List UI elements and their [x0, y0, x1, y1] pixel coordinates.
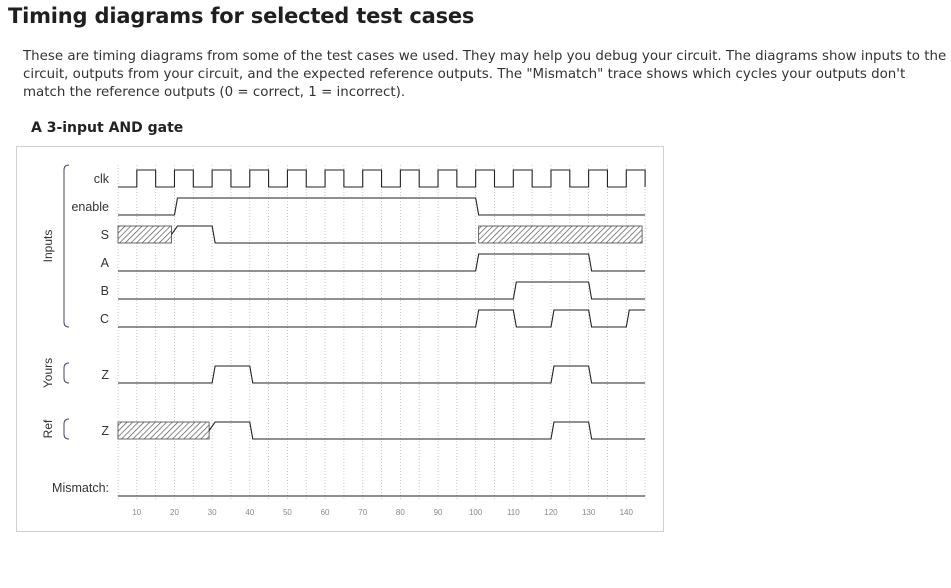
diagram-subtitle: A 3-input AND gate — [31, 120, 184, 136]
digital-trace — [118, 365, 646, 384]
time-tick-label: 50 — [283, 508, 292, 517]
time-tick-label: 20 — [170, 508, 179, 517]
time-tick-label: 130 — [582, 508, 596, 517]
yours-group-label: Yours — [41, 358, 55, 388]
ref-group-label: Ref — [41, 419, 55, 438]
signal-label-a: A — [101, 256, 110, 270]
page-description: These are timing diagrams from some of t… — [23, 49, 947, 100]
waveform-s — [117, 225, 643, 244]
time-tick-label: 60 — [321, 508, 330, 517]
digital-trace — [118, 253, 646, 272]
signal-label-z: Z — [101, 368, 109, 382]
time-tick-label: 70 — [358, 508, 367, 517]
unknown-region — [117, 421, 210, 440]
waveform-enable — [118, 197, 646, 216]
digital-trace — [171, 225, 476, 244]
timing-diagram-panel: Inputs Yours Ref clk enable S A B C Z Z Mismatch: … — [16, 146, 664, 532]
time-axis: 10 20 30 40 50 60 70 80 90 100 110 120 130 140 — [132, 508, 633, 517]
yours-bracket — [63, 362, 70, 384]
digital-trace — [118, 197, 646, 216]
digital-trace — [208, 421, 646, 440]
time-tick-label: 90 — [434, 508, 443, 517]
inputs-group-label: Inputs — [41, 230, 55, 263]
waveform-yours-z — [118, 365, 646, 384]
digital-trace — [118, 309, 646, 328]
signal-label-c: C — [100, 312, 109, 326]
time-tick-label: 80 — [396, 508, 405, 517]
page-title: Timing diagrams for selected test cases — [8, 4, 475, 28]
signal-label-clk: clk — [94, 172, 110, 186]
time-tick-label: 100 — [469, 508, 483, 517]
unknown-region — [117, 225, 172, 244]
time-tick-label: 10 — [132, 508, 141, 517]
unknown-region — [478, 225, 643, 244]
waveform-c — [118, 309, 646, 328]
signal-label-z: Z — [101, 424, 109, 438]
waveform-ref-z — [117, 421, 646, 440]
waveform-a — [118, 253, 646, 272]
signal-waveforms — [117, 169, 646, 497]
waveform-clk — [118, 169, 646, 188]
ref-bracket — [63, 418, 70, 440]
time-tick-label: 140 — [620, 508, 634, 517]
signal-label-mismatch: Mismatch: — [52, 481, 109, 495]
time-tick-label: 40 — [245, 508, 254, 517]
waveform-b — [118, 281, 646, 300]
signal-label-s: S — [101, 228, 109, 242]
clock-trace — [118, 169, 646, 188]
signal-label-b: B — [101, 284, 109, 298]
time-tick-label: 110 — [507, 508, 520, 517]
inputs-bracket — [63, 164, 70, 328]
group-brackets: Inputs Yours Ref — [41, 164, 70, 440]
signal-label-enable: enable — [71, 200, 109, 214]
digital-trace — [118, 281, 646, 300]
time-tick-label: 120 — [544, 508, 558, 517]
time-tick-label: 30 — [208, 508, 217, 517]
